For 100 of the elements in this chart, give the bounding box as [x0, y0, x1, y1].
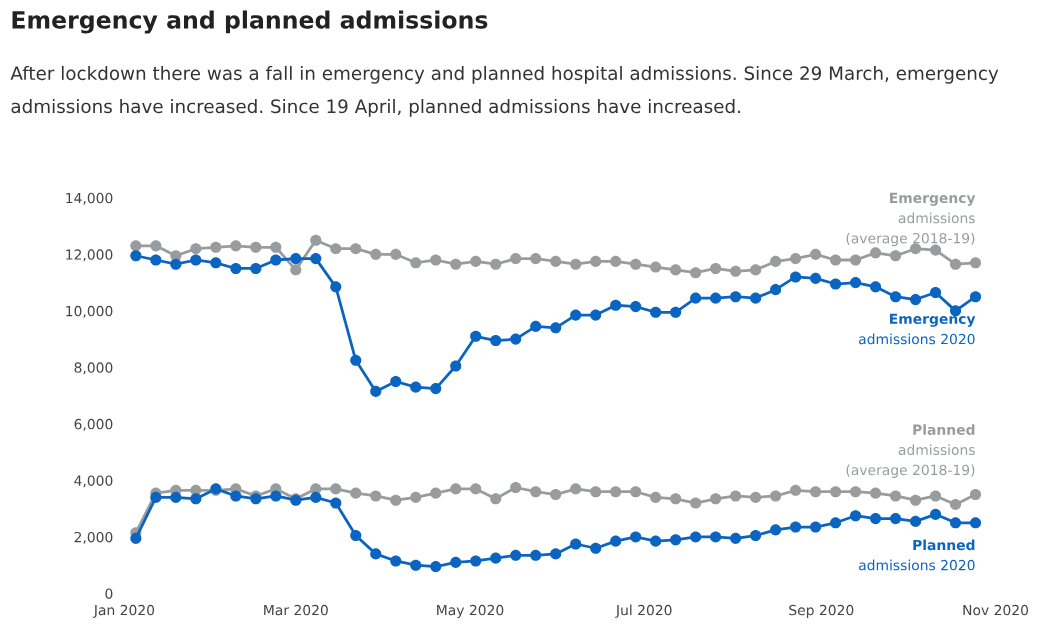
point	[650, 261, 662, 273]
point	[670, 264, 682, 276]
point	[830, 517, 842, 529]
point	[890, 513, 902, 525]
point	[870, 247, 882, 259]
point	[610, 255, 622, 267]
point	[610, 299, 622, 311]
point	[510, 549, 522, 561]
point	[310, 253, 322, 265]
point	[690, 267, 702, 279]
point	[570, 309, 582, 321]
point	[570, 258, 582, 270]
point	[790, 253, 802, 265]
point	[790, 521, 802, 533]
point	[630, 301, 642, 313]
point	[470, 483, 482, 495]
point	[510, 333, 522, 345]
point	[530, 253, 542, 265]
point	[949, 258, 962, 270]
point	[430, 561, 442, 573]
point	[450, 556, 462, 568]
point	[330, 281, 342, 293]
point	[710, 262, 722, 275]
point	[530, 320, 542, 332]
point	[890, 250, 902, 262]
point	[929, 508, 942, 520]
point	[850, 254, 862, 266]
series-label: Emergency admissions 2020	[859, 313, 976, 345]
point	[550, 255, 562, 267]
point	[290, 253, 302, 265]
point	[150, 254, 162, 266]
point	[490, 258, 502, 270]
point	[370, 490, 382, 502]
point	[430, 254, 442, 266]
point	[230, 262, 242, 275]
point	[690, 497, 702, 509]
point	[190, 254, 202, 266]
point	[330, 497, 342, 509]
x-tick-label: Sep 2020	[789, 604, 854, 619]
point	[410, 257, 422, 269]
point	[630, 486, 642, 498]
point	[130, 240, 142, 252]
point	[969, 517, 982, 529]
point	[390, 555, 402, 567]
point	[870, 487, 882, 499]
point	[810, 486, 822, 498]
point	[670, 306, 682, 318]
series-label: Planned admissions (average 2018-19)	[846, 424, 975, 478]
point	[630, 531, 642, 543]
point	[370, 385, 382, 397]
point	[910, 294, 922, 306]
point	[430, 487, 442, 499]
point	[390, 494, 402, 506]
point	[150, 491, 162, 503]
point	[770, 255, 782, 267]
point	[870, 281, 882, 293]
point	[170, 258, 182, 270]
point	[310, 491, 322, 503]
point	[730, 490, 742, 502]
point	[550, 488, 562, 501]
point	[570, 538, 582, 550]
point	[750, 264, 762, 276]
point	[130, 532, 142, 544]
point	[370, 248, 382, 260]
point	[270, 254, 282, 266]
point	[770, 284, 782, 296]
y-tick-label: 6,000	[74, 418, 113, 431]
point	[490, 552, 502, 564]
point	[210, 241, 222, 253]
point	[250, 241, 262, 253]
chart-title: Emergency and planned admissions	[12, 10, 488, 34]
point	[830, 254, 842, 266]
chart-subtitle: After lockdown there was a fall in emergency and planned hospital admissions. Since 29 March, emergency admissions have increased. Since 19 April, planned admissions have increased.	[10, 65, 999, 117]
point	[650, 491, 662, 503]
point	[470, 330, 482, 342]
point	[350, 354, 362, 366]
x-tick-label: Jan 2020	[93, 604, 155, 618]
point	[150, 240, 162, 252]
point	[670, 534, 682, 546]
point	[790, 271, 802, 283]
point	[350, 529, 362, 542]
point	[870, 513, 882, 525]
point	[450, 483, 462, 495]
point	[969, 488, 982, 501]
point	[450, 258, 462, 270]
point	[530, 486, 542, 498]
point	[890, 490, 902, 502]
point	[410, 381, 422, 393]
point	[330, 483, 342, 495]
point	[370, 548, 382, 560]
point	[230, 490, 242, 502]
point	[130, 250, 142, 262]
point	[530, 549, 542, 561]
point	[770, 490, 782, 502]
point	[570, 483, 582, 495]
point	[330, 243, 342, 255]
point	[910, 515, 922, 527]
point	[390, 375, 402, 388]
y-tick-label: 8,000	[74, 362, 113, 375]
point	[510, 481, 522, 494]
